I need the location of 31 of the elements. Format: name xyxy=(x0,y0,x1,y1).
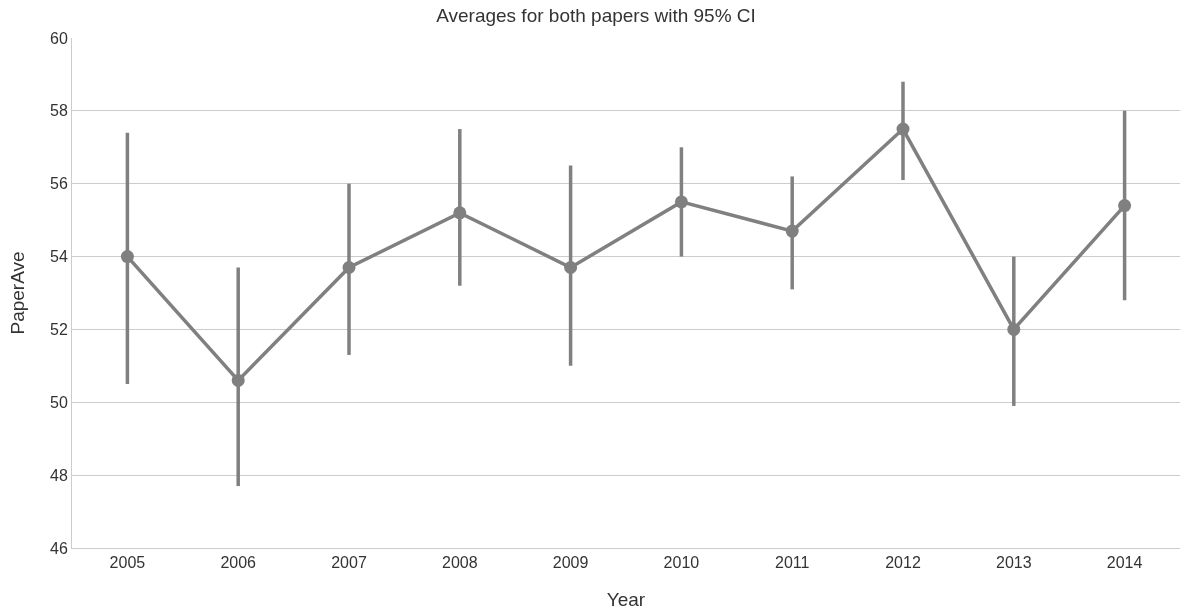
point xyxy=(674,195,688,209)
point xyxy=(453,206,467,220)
x-tick-label: 2005 xyxy=(109,554,146,572)
x-tick-label: 2006 xyxy=(220,554,257,572)
point xyxy=(564,261,578,274)
y-tick-label: 48 xyxy=(50,466,68,484)
y-tick-label: 52 xyxy=(50,321,68,339)
point xyxy=(231,373,245,387)
y-tick-label: 46 xyxy=(50,539,68,557)
point xyxy=(1118,199,1132,213)
y-tick-label: 54 xyxy=(50,248,68,266)
point xyxy=(120,250,134,264)
y-tick-label: 50 xyxy=(50,393,68,411)
point xyxy=(1007,322,1021,336)
x-tick-label: 2010 xyxy=(663,554,700,572)
y-axis-title: PaperAve xyxy=(7,251,28,335)
y-tick-label: 60 xyxy=(50,29,68,47)
x-tick-label: 2011 xyxy=(775,554,810,572)
x-tick-label: 2014 xyxy=(1106,554,1143,572)
x-tick-label: 2008 xyxy=(442,554,478,572)
point xyxy=(896,122,910,136)
point xyxy=(342,261,356,274)
chart-title: Averages for both papers with 95% CI xyxy=(436,5,756,27)
x-axis-title: Year xyxy=(606,589,646,610)
point xyxy=(785,224,799,238)
x-tick-label: 2012 xyxy=(885,554,921,572)
y-tick-label: 56 xyxy=(50,175,68,193)
y-tick-label: 58 xyxy=(50,102,68,120)
x-tick-label: 2013 xyxy=(996,554,1032,572)
x-tick-label: 2009 xyxy=(552,554,589,572)
x-tick-label: 2007 xyxy=(331,554,367,572)
